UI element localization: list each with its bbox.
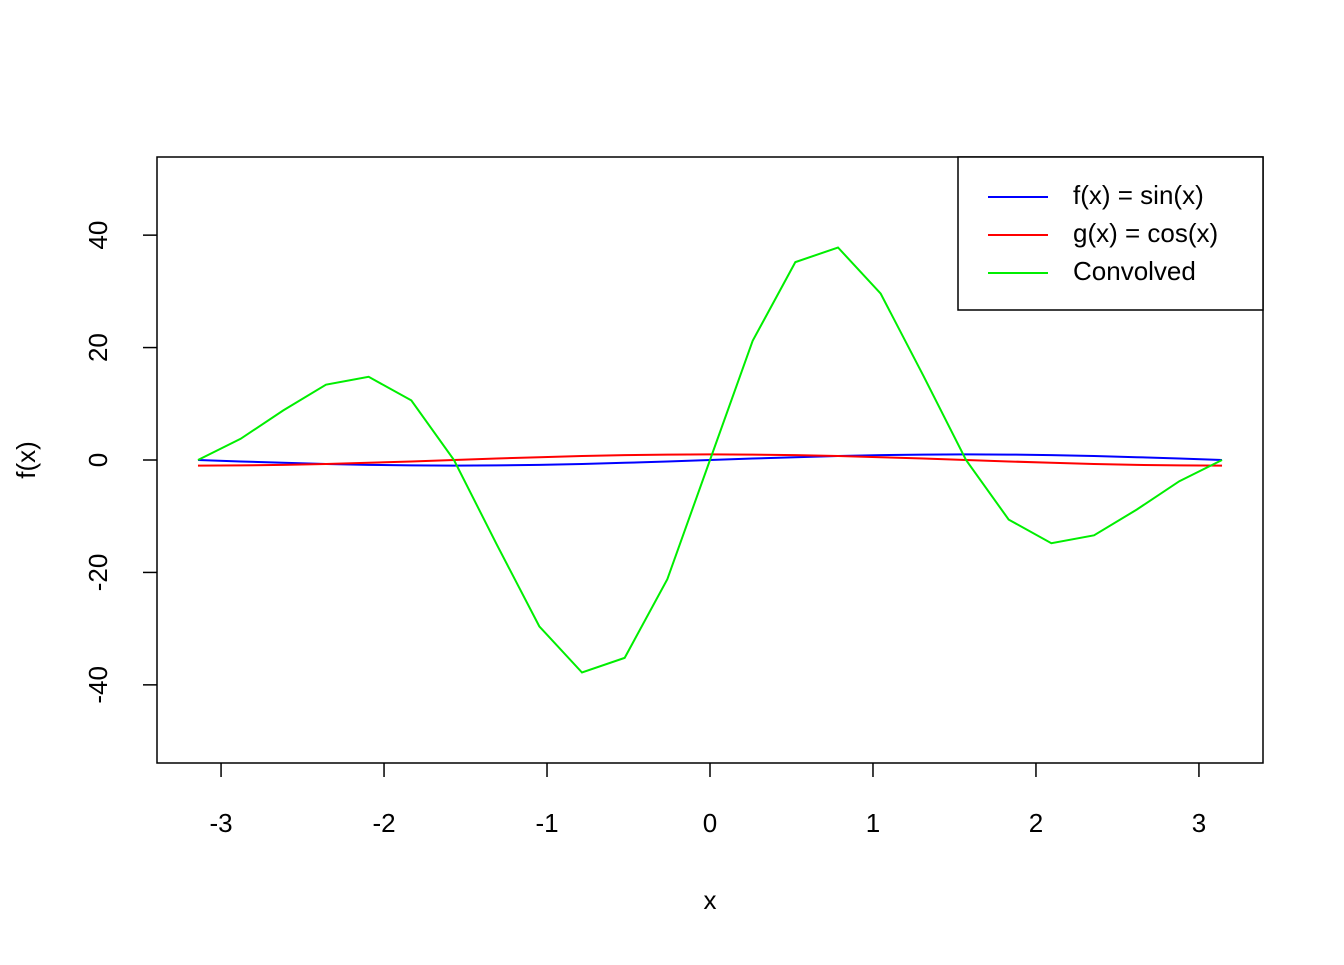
- y-axis-label: f(x): [11, 441, 41, 479]
- legend-label: f(x) = sin(x): [1073, 180, 1204, 210]
- y-tick-label: 20: [83, 333, 113, 362]
- x-tick-label: -2: [372, 808, 395, 838]
- x-axis-label: x: [704, 885, 717, 915]
- legend-box: [957, 156, 1264, 311]
- y-tick-label: -40: [83, 666, 113, 704]
- x-tick-label: 1: [866, 808, 880, 838]
- legend-label: g(x) = cos(x): [1073, 218, 1218, 248]
- x-tick-label: 0: [703, 808, 717, 838]
- x-tick-label: 3: [1192, 808, 1206, 838]
- x-tick-label: 2: [1029, 808, 1043, 838]
- y-tick-label: -20: [83, 554, 113, 592]
- y-tick-label: 0: [83, 453, 113, 467]
- x-tick-label: -3: [209, 808, 232, 838]
- y-tick-label: 40: [83, 221, 113, 250]
- x-tick-label: -1: [535, 808, 558, 838]
- series-line: [197, 453, 1223, 467]
- legend-label: Convolved: [1073, 256, 1196, 286]
- series-line: [197, 246, 1223, 674]
